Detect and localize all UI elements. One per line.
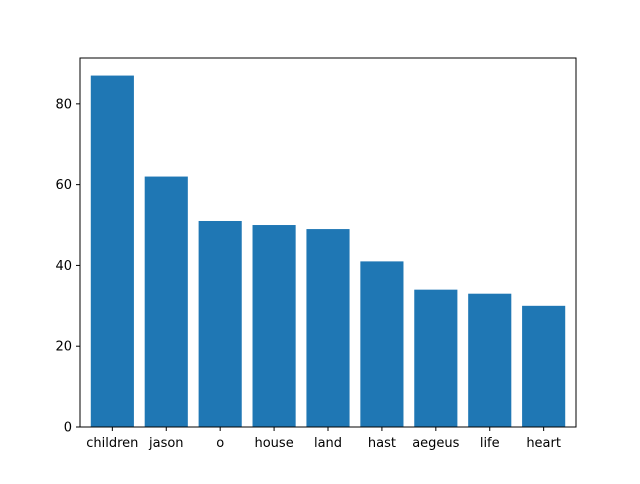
y-tick-label: 40 <box>55 259 72 274</box>
bars-layer <box>90 75 566 428</box>
x-tick-label: heart <box>526 436 561 451</box>
bar-hast <box>360 261 404 427</box>
x-tick-label: house <box>254 436 293 451</box>
x-tick-label: land <box>314 436 342 451</box>
bar-aegeus <box>414 289 458 427</box>
bar-o <box>198 220 242 427</box>
bar-life <box>468 293 512 427</box>
x-tick-label: hast <box>368 436 396 451</box>
x-tick-label: jason <box>148 436 184 451</box>
x-tick-label: children <box>86 436 138 451</box>
y-tick-label: 0 <box>64 421 72 436</box>
x-tick-label: o <box>216 436 224 451</box>
bar-house <box>252 225 296 427</box>
y-tick-label: 20 <box>55 340 72 355</box>
bar-children <box>90 75 134 428</box>
bar-heart <box>522 305 566 427</box>
y-tick-label: 60 <box>55 178 72 193</box>
bar-jason <box>144 176 188 427</box>
x-tick-label: life <box>480 436 500 451</box>
x-tick-label: aegeus <box>412 436 459 451</box>
bar-land <box>306 229 350 427</box>
axes-layer: 0 20 40 60 80 children jason o house land hast aege… <box>55 57 577 451</box>
y-tick-label: 80 <box>55 97 72 112</box>
